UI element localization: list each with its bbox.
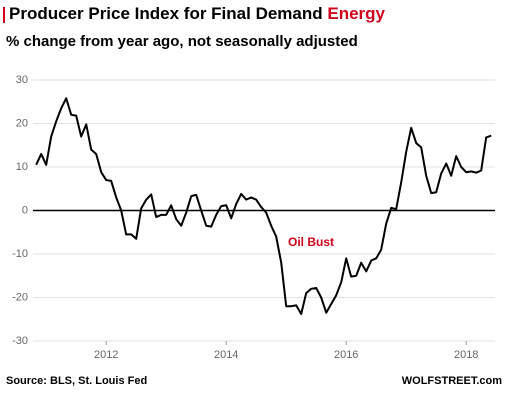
y-tick-label: 0 [22, 204, 28, 216]
x-tick-label: 2012 [94, 349, 118, 361]
chart-title: Producer Price Index for Final Demand En… [9, 4, 386, 23]
data-line [35, 97, 492, 316]
y-tick-label: 20 [16, 117, 28, 129]
annotation: Oil Bust [288, 235, 334, 249]
subtitle: % change from year ago, not seasonally a… [6, 33, 358, 50]
x-tick-label: 2018 [454, 349, 478, 361]
x-tick-label: 2016 [334, 349, 358, 361]
title-text: Producer Price Index for Final Demand [9, 4, 323, 23]
y-tick-label: -10 [12, 248, 28, 260]
y-tick-label: -30 [12, 335, 28, 347]
source: Source: BLS, St. Louis Fed [6, 375, 147, 387]
title-highlight: Energy [327, 4, 385, 23]
title-bar [3, 7, 5, 23]
credit: WOLFSTREET.com [402, 375, 502, 387]
y-tick-label: 30 [16, 74, 28, 86]
x-tick-label: 2014 [214, 349, 238, 361]
y-tick-label: 10 [16, 161, 28, 173]
y-tick-label: -20 [12, 291, 28, 303]
